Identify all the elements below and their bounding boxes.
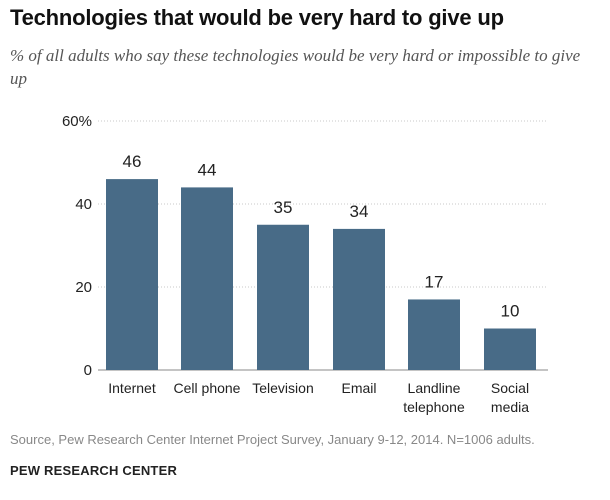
x-tick-label: Internet — [108, 380, 156, 396]
data-label: 10 — [501, 302, 520, 321]
bar — [484, 328, 536, 370]
bar — [333, 228, 385, 370]
organization-name: PEW RESEARCH CENTER — [10, 463, 178, 478]
y-tick-label: 60% — [62, 113, 92, 130]
data-label: 46 — [123, 152, 142, 171]
bar — [106, 179, 158, 370]
x-tick-label: Landline — [408, 380, 461, 396]
y-tick-label: 20 — [75, 279, 92, 296]
source-note: Source, Pew Research Center Internet Pro… — [10, 432, 535, 447]
bar-chart: 0 20 40 60% 46 Internet 44 Cell phone 35 Televisi… — [62, 113, 548, 415]
bar — [257, 224, 309, 370]
data-label: 34 — [350, 202, 369, 221]
y-tick-label: 40 — [75, 196, 92, 213]
y-tick-label: 0 — [84, 362, 92, 379]
data-label: 44 — [198, 160, 217, 179]
x-tick-label: Social — [491, 380, 529, 396]
bar — [408, 299, 460, 370]
x-tick-label: Television — [252, 380, 313, 396]
data-label: 17 — [425, 272, 444, 291]
chart-subtitle: % of all adults who say these technologi… — [10, 46, 581, 88]
x-tick-label: Email — [341, 380, 376, 396]
x-tick-label: Cell phone — [174, 380, 241, 396]
bar — [181, 187, 233, 370]
data-label: 35 — [274, 198, 293, 217]
chart-title: Technologies that would be very hard to … — [10, 5, 504, 30]
x-tick-label: media — [491, 399, 529, 415]
x-tick-label: telephone — [403, 399, 465, 415]
